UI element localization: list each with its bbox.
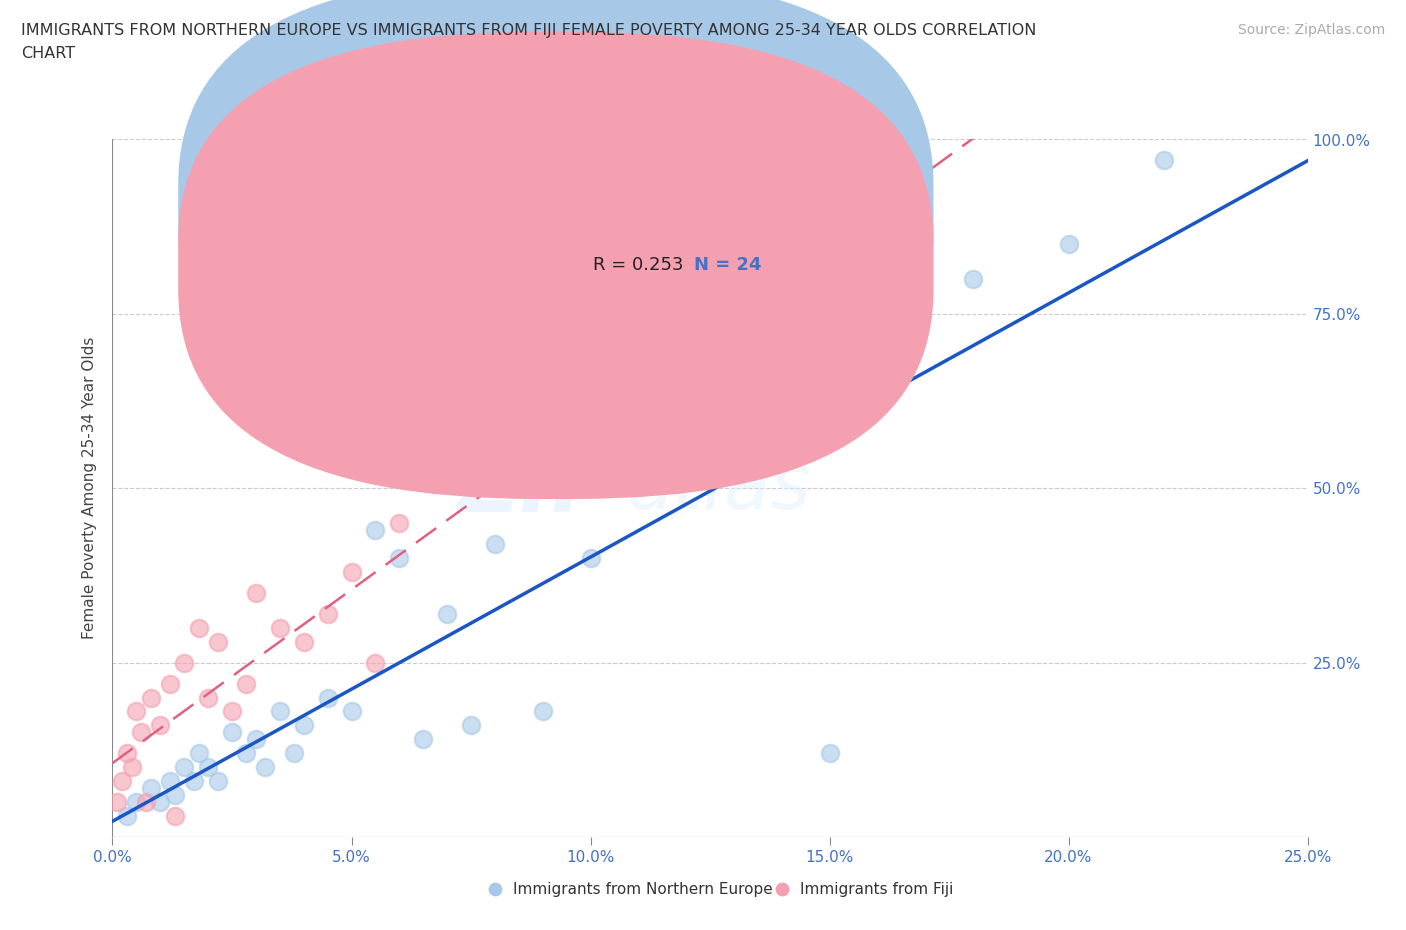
Text: R = 0.253: R = 0.253 xyxy=(593,257,683,274)
Point xyxy=(163,809,186,824)
Point xyxy=(1153,153,1175,167)
FancyBboxPatch shape xyxy=(179,32,934,499)
Point xyxy=(460,718,482,733)
Text: ZIP: ZIP xyxy=(457,446,614,530)
Point xyxy=(388,551,411,565)
Point xyxy=(235,746,257,761)
Point xyxy=(221,704,243,719)
Text: Immigrants from Fiji: Immigrants from Fiji xyxy=(800,882,953,897)
Point xyxy=(111,774,134,789)
Text: N = 24: N = 24 xyxy=(695,257,762,274)
Point xyxy=(197,760,219,775)
Point xyxy=(388,515,411,530)
Point xyxy=(412,732,434,747)
Text: N = 33: N = 33 xyxy=(695,200,762,218)
Point xyxy=(818,746,841,761)
Point xyxy=(125,794,148,809)
Point xyxy=(197,690,219,705)
Text: Immigrants from Northern Europe: Immigrants from Northern Europe xyxy=(513,882,772,897)
Point xyxy=(627,376,650,391)
Point xyxy=(163,788,186,803)
Point xyxy=(207,634,229,649)
Point xyxy=(221,725,243,740)
Point xyxy=(129,725,152,740)
Point xyxy=(125,704,148,719)
Point xyxy=(436,606,458,621)
Point xyxy=(340,704,363,719)
Point xyxy=(962,272,984,286)
Point xyxy=(173,656,195,671)
Point xyxy=(316,690,339,705)
Point xyxy=(364,523,387,538)
Text: IMMIGRANTS FROM NORTHERN EUROPE VS IMMIGRANTS FROM FIJI FEMALE POVERTY AMONG 25-: IMMIGRANTS FROM NORTHERN EUROPE VS IMMIG… xyxy=(21,23,1036,38)
Point xyxy=(105,794,128,809)
Point xyxy=(187,620,209,635)
Point xyxy=(187,746,209,761)
Point xyxy=(159,774,181,789)
Y-axis label: Female Poverty Among 25-34 Year Olds: Female Poverty Among 25-34 Year Olds xyxy=(82,337,97,640)
Point xyxy=(364,656,387,671)
Point xyxy=(183,774,205,789)
Point xyxy=(340,565,363,579)
Point xyxy=(159,676,181,691)
FancyBboxPatch shape xyxy=(519,167,877,293)
Point xyxy=(1057,237,1080,252)
Point xyxy=(173,760,195,775)
Point xyxy=(135,794,157,809)
Point xyxy=(292,718,315,733)
Point xyxy=(579,551,602,565)
Point xyxy=(245,586,267,601)
Point xyxy=(139,690,162,705)
Point xyxy=(269,620,291,635)
Point xyxy=(531,704,554,719)
Point xyxy=(149,794,172,809)
Point xyxy=(149,718,172,733)
Point xyxy=(207,774,229,789)
Point xyxy=(292,634,315,649)
Text: Source: ZipAtlas.com: Source: ZipAtlas.com xyxy=(1237,23,1385,37)
Point xyxy=(121,760,143,775)
FancyBboxPatch shape xyxy=(179,0,934,443)
Point xyxy=(254,760,277,775)
Point xyxy=(283,746,305,761)
Text: CHART: CHART xyxy=(21,46,75,61)
Point xyxy=(128,830,150,845)
Point xyxy=(115,809,138,824)
Point xyxy=(139,781,162,796)
Point xyxy=(117,830,139,845)
Point xyxy=(484,537,506,551)
Point xyxy=(245,732,267,747)
Text: R = 0.819: R = 0.819 xyxy=(593,200,683,218)
Point xyxy=(269,704,291,719)
Text: atlas: atlas xyxy=(626,451,811,525)
Point xyxy=(115,746,138,761)
Point xyxy=(316,606,339,621)
Point xyxy=(235,676,257,691)
